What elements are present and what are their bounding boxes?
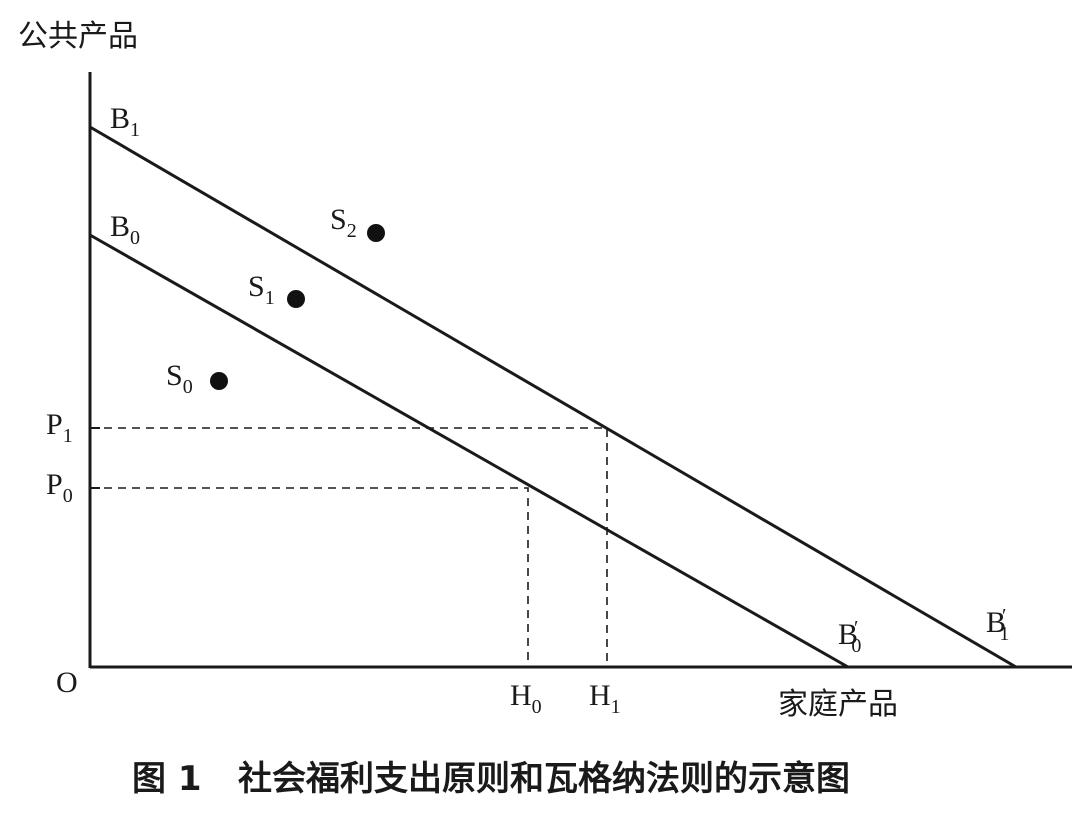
budget-line-b1-start-label: B1 <box>110 102 140 141</box>
origin-label: O <box>56 666 78 699</box>
budget-line-b0-start-label: B0 <box>110 210 140 249</box>
reference-h1-label: H1 <box>589 679 621 718</box>
x-axis-title: 家庭产品 <box>778 688 898 721</box>
reference-p1-label: P1 <box>46 408 73 447</box>
caption-figure-number: 图 1 <box>132 759 202 799</box>
budget-line-b0-end-label: B′ 0 <box>838 617 861 657</box>
caption-title: 社会福利支出原则和瓦格纳法则的示意图 <box>238 759 850 799</box>
reference-line-p0-h0 <box>90 487 529 667</box>
y-axis-title: 公共产品 <box>18 20 138 53</box>
reference-line-p1-h1 <box>90 427 608 667</box>
budget-line-b0 <box>89 233 849 669</box>
point-s1 <box>287 290 305 308</box>
point-s0 <box>210 372 228 390</box>
budget-line-b1 <box>89 125 1017 669</box>
point-s2 <box>367 224 385 242</box>
point-s0-label: S0 <box>166 359 193 398</box>
budget-line-b1-end-label: B′ 1 <box>986 605 1009 645</box>
reference-h0-label: H0 <box>510 679 542 718</box>
point-s2-label: S2 <box>330 203 357 242</box>
point-s1-label: S1 <box>248 270 275 309</box>
reference-p0-label: P0 <box>46 468 73 507</box>
